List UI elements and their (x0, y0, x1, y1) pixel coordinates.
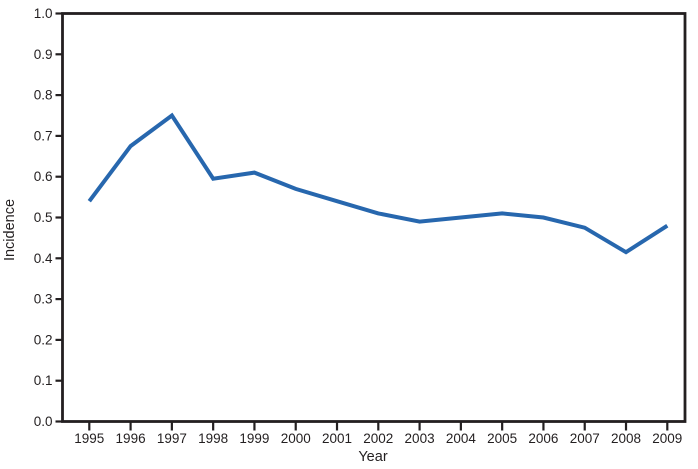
y-tick-label: 0.5 (34, 210, 53, 225)
x-tick-label: 1997 (157, 431, 187, 446)
x-tick-label: 2002 (363, 431, 393, 446)
y-tick-label: 0.2 (34, 332, 53, 347)
y-tick-label: 0.4 (34, 251, 53, 266)
y-axis-ticks: 0.0 0.1 0.2 0.3 0.4 0.5 0.6 0.7 0.8 0.9 1.0 (34, 6, 63, 429)
x-tick-label: 1999 (239, 431, 269, 446)
plot-border (61, 12, 687, 423)
y-axis-title: Incidence (2, 199, 18, 261)
y-tick-label: 0.0 (34, 414, 53, 429)
x-tick-label: 2000 (281, 431, 311, 446)
x-axis-ticks: 1995 1996 1997 1998 1999 2000 2001 2002 2003 2004… (74, 422, 682, 446)
x-tick-label: 2009 (652, 431, 682, 446)
y-tick-label: 0.6 (34, 169, 53, 184)
incidence-line-series (87, 112, 669, 255)
x-tick-label: 2007 (570, 431, 600, 446)
x-tick-label: 2005 (487, 431, 517, 446)
x-tick-label: 1995 (74, 431, 104, 446)
y-tick-label: 0.7 (34, 128, 53, 143)
x-tick-label: 2006 (528, 431, 558, 446)
x-axis-title: Year (358, 449, 387, 465)
y-tick-label: 0.1 (34, 373, 53, 388)
x-tick-label: 2004 (446, 431, 477, 446)
y-tick-label: 1.0 (34, 6, 53, 21)
y-tick-label: 0.3 (34, 292, 53, 307)
y-tick-label: 0.8 (34, 88, 53, 103)
x-tick-label: 2001 (322, 431, 352, 446)
y-tick-label: 0.9 (34, 47, 53, 62)
x-tick-label: 2003 (405, 431, 435, 446)
x-tick-label: 1996 (116, 431, 146, 446)
x-tick-label: 1998 (198, 431, 228, 446)
x-tick-label: 2008 (611, 431, 641, 446)
